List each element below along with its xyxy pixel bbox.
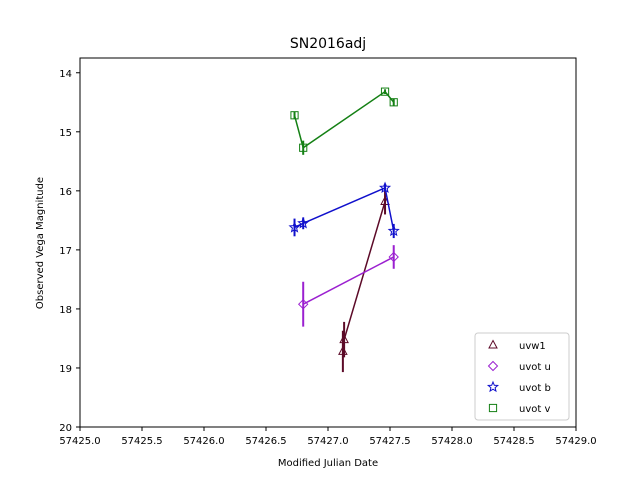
data-point (387, 224, 400, 237)
data-point (297, 298, 309, 310)
legend-label: uvw1 (519, 341, 546, 352)
data-point (288, 221, 301, 233)
legend: uvw1 uvot u uvot b uvot v (474, 332, 570, 421)
data-point (299, 143, 308, 152)
legend-label: uvot v (519, 404, 550, 415)
legend-marker (488, 339, 498, 349)
data-point (380, 87, 390, 96)
data-point (290, 111, 299, 120)
y-tick-label: 16 (59, 187, 72, 198)
x-tick-label: 57428.0 (431, 436, 472, 447)
data-point (388, 251, 399, 263)
chart-title: SN2016adj (290, 36, 366, 52)
legend-label: uvot u (519, 362, 551, 373)
data-point (389, 98, 398, 107)
x-tick-label: 57426.0 (183, 436, 224, 447)
x-tick-label: 57429.0 (555, 436, 596, 447)
x-axis-label: Modified Julian Date (278, 458, 378, 469)
series-2 (288, 181, 400, 239)
data-point (339, 334, 349, 344)
y-axis-label: Observed Vega Magnitude (35, 177, 46, 309)
plot-area: 57425.0 57425.5 57426.0 57426.5 57427.0 57427… (59, 57, 597, 447)
x-tick-label: 57426.5 (245, 436, 286, 447)
y-tick-label: 17 (59, 246, 72, 257)
series-3 (290, 87, 398, 155)
series-line (302, 256, 395, 305)
y-tick-label: 20 (59, 423, 72, 434)
legend-label: uvot b (519, 383, 551, 394)
x-tick-label: 57427.0 (307, 436, 348, 447)
x-tick-label: 57425.5 (121, 436, 162, 447)
x-tick-label: 57428.5 (493, 436, 534, 447)
x-tick-label: 57427.5 (369, 436, 410, 447)
series-1 (297, 245, 399, 327)
series-0 (338, 188, 390, 373)
legend-marker (486, 380, 500, 393)
y-tick-label: 19 (59, 364, 72, 375)
legend-box (474, 332, 570, 421)
legend-marker (487, 360, 499, 372)
data-point (297, 216, 310, 229)
y-tick-label: 18 (59, 305, 72, 316)
y-tick-label: 14 (59, 69, 72, 80)
y-tick-label: 15 (59, 128, 72, 139)
x-tick-label: 57425.0 (59, 436, 100, 447)
legend-marker (488, 403, 498, 413)
data-point (379, 181, 392, 194)
series-line (293, 90, 395, 149)
